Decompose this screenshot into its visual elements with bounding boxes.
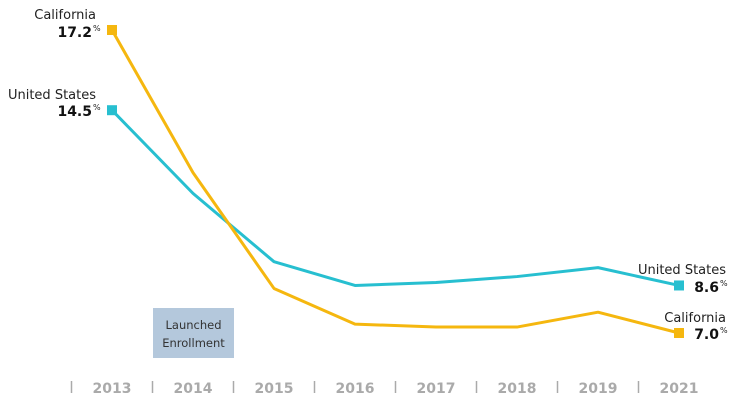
california-end-label: California <box>664 311 726 326</box>
x-tick-label-2013: 2013 <box>93 381 132 397</box>
united-states-line <box>110 109 680 287</box>
california-point-2013 <box>107 25 117 35</box>
annotation-box <box>153 308 234 358</box>
california-end-value: 7.0 <box>694 327 719 343</box>
us-start-value: 14.5 <box>57 104 92 120</box>
us-start-label: United States <box>8 88 96 103</box>
california-point-2021 <box>674 328 684 338</box>
united-states-point-2013 <box>107 105 117 116</box>
annotation-line1: Launched <box>165 318 221 332</box>
california-end-pct: % <box>720 326 728 335</box>
us-start-pct: % <box>93 103 101 112</box>
x-tick-label-2019: 2019 <box>579 381 618 397</box>
us-end-pct: % <box>720 279 728 288</box>
california-start-label: California <box>34 8 96 23</box>
united-states-point-2021 <box>674 280 684 291</box>
x-tick-label-2017: 2017 <box>417 381 456 397</box>
launched-enrollment-annotation: Launched Enrollment <box>153 308 234 358</box>
x-tick-label-2015: 2015 <box>255 381 294 397</box>
x-tick-label-2021: 2021 <box>660 381 699 397</box>
annotation-line2: Enrollment <box>162 336 225 350</box>
california-start-value: 17.2 <box>57 25 92 41</box>
california-start-pct: % <box>93 24 101 33</box>
x-tick-label-2018: 2018 <box>498 381 537 397</box>
x-tick-label-2014: 2014 <box>174 381 213 397</box>
california-line <box>110 29 680 335</box>
x-tick-label-2016: 2016 <box>336 381 375 397</box>
x-axis: 2013 2014 2015 2016 2017 2018 2019 2021 <box>70 381 699 397</box>
us-end-value: 8.6 <box>694 280 719 296</box>
us-end-label: United States <box>638 263 726 278</box>
